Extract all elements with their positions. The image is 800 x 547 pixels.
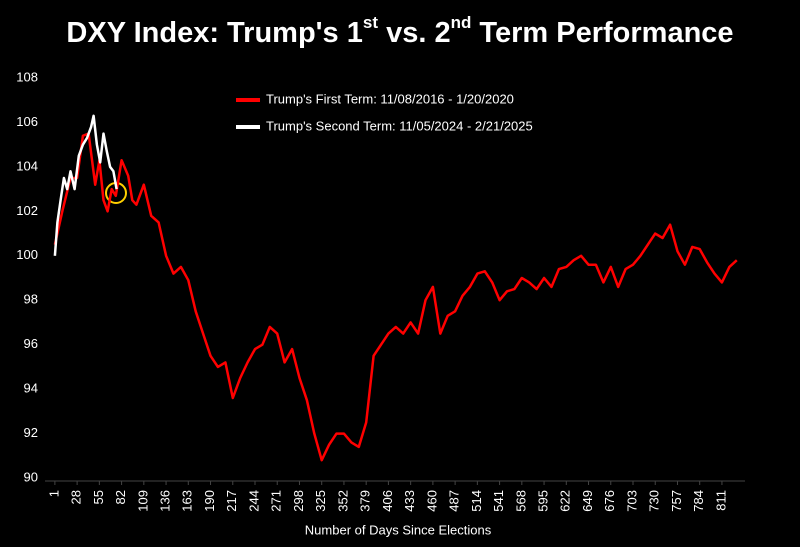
y-tick-label: 108 — [16, 69, 38, 84]
x-tick-label: 271 — [269, 490, 284, 512]
x-tick-label: 109 — [135, 490, 150, 512]
x-tick-label: 298 — [291, 490, 306, 512]
y-tick-label: 90 — [24, 469, 38, 484]
legend-label: Trump's First Term: 11/08/2016 - 1/20/20… — [266, 91, 514, 106]
y-tick-label: 106 — [16, 114, 38, 129]
x-tick-label: 406 — [380, 490, 395, 512]
y-tick-label: 92 — [24, 425, 38, 440]
y-tick-label: 102 — [16, 203, 38, 218]
x-axis-title: Number of Days Since Elections — [305, 522, 492, 537]
x-tick-label: 163 — [180, 490, 195, 512]
x-tick-label: 325 — [313, 490, 328, 512]
x-tick-label: 595 — [535, 490, 550, 512]
x-tick-label: 541 — [491, 490, 506, 512]
x-tick-label: 703 — [624, 490, 639, 512]
x-tick-label: 568 — [513, 490, 528, 512]
x-tick-label: 487 — [447, 490, 462, 512]
x-tick-label: 352 — [335, 490, 350, 512]
x-tick-label: 217 — [224, 490, 239, 512]
x-tick-label: 1 — [46, 490, 61, 497]
legend-label: Trump's Second Term: 11/05/2024 - 2/21/2… — [266, 118, 533, 133]
x-tick-label: 730 — [647, 490, 662, 512]
x-tick-label: 784 — [691, 490, 706, 512]
x-tick-label: 622 — [558, 490, 573, 512]
y-tick-label: 98 — [24, 292, 38, 307]
x-tick-label: 136 — [157, 490, 172, 512]
series-line — [53, 114, 118, 256]
x-tick-label: 244 — [246, 490, 261, 512]
y-tick-label: 104 — [16, 158, 38, 173]
x-tick-label: 433 — [402, 490, 417, 512]
x-tick-label: 757 — [669, 490, 684, 512]
x-tick-label: 676 — [602, 490, 617, 512]
x-tick-label: 460 — [424, 490, 439, 512]
x-tick-label: 379 — [358, 490, 373, 512]
x-tick-label: 190 — [202, 490, 217, 512]
x-tick-label: 514 — [469, 490, 484, 512]
x-tick-label: 649 — [580, 490, 595, 512]
y-tick-label: 96 — [24, 336, 38, 351]
series-line — [53, 132, 738, 462]
x-tick-label: 82 — [113, 490, 128, 504]
chart-title: DXY Index: Trump's 1st vs. 2nd Term Perf… — [66, 13, 733, 48]
y-tick-label: 100 — [16, 247, 38, 262]
x-tick-label: 811 — [713, 490, 728, 511]
x-tick-label: 55 — [91, 490, 106, 504]
x-tick-label: 28 — [69, 490, 84, 504]
y-tick-label: 94 — [24, 381, 38, 396]
